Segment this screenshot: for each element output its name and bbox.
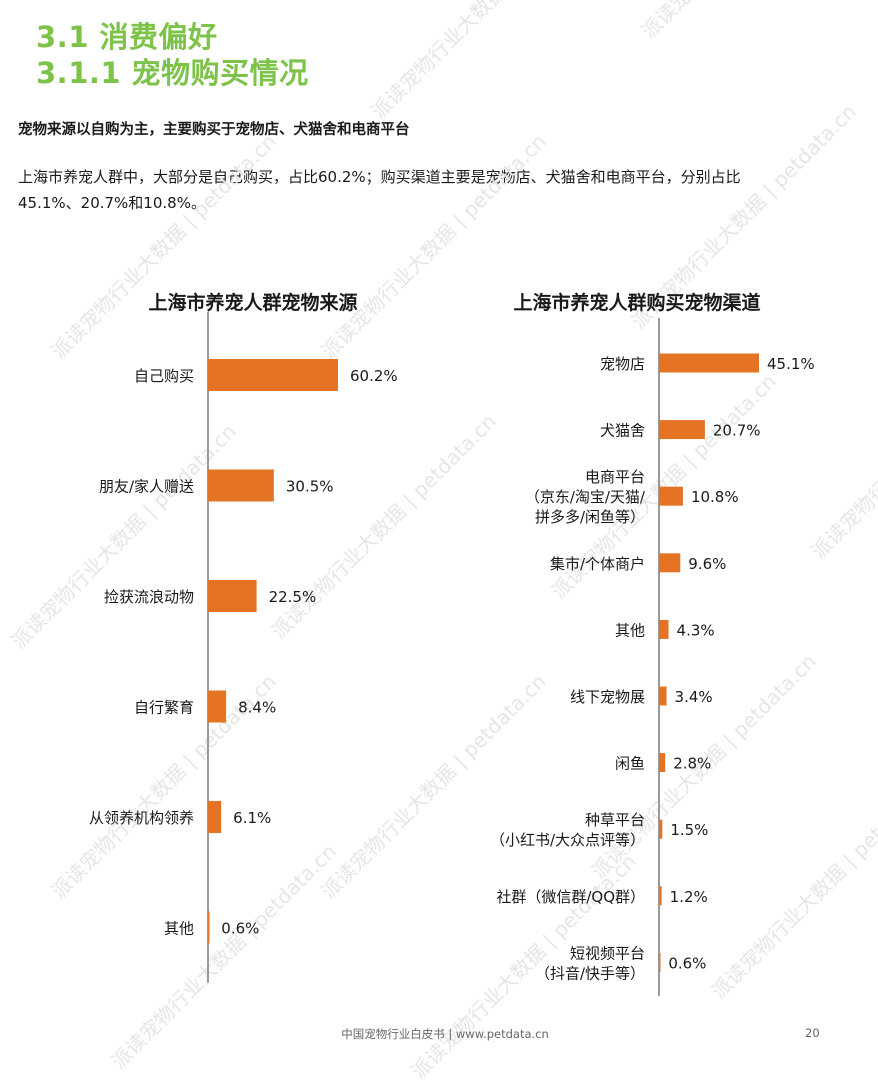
chart-category-label: （抖音/快手等）: [535, 964, 645, 982]
chart-category-label: 自行繁育: [134, 699, 194, 717]
chart-data-label: 9.6%: [688, 555, 726, 573]
chart-category-label: 朋友/家人赠送: [99, 478, 194, 496]
chart-category-label: 其他: [164, 920, 194, 938]
chart-category-label: 从领养机构领养: [89, 809, 194, 827]
chart-data-label: 60.2%: [350, 367, 398, 385]
chart-bar: [208, 469, 274, 502]
chart-data-label: 6.1%: [233, 809, 271, 827]
paragraph-line-2: 45.1%、20.7%和10.8%。: [18, 194, 206, 212]
chart-category-label: 闲鱼: [615, 755, 645, 773]
chart-category-label: 宠物店: [600, 355, 645, 373]
chart-bar: [659, 420, 705, 440]
chart-category-label: 自己购买: [134, 367, 194, 385]
chart-bar: [208, 359, 338, 391]
chart-category-label: 犬猫舍: [600, 422, 645, 440]
chart-data-label: 1.5%: [670, 821, 708, 839]
chart-bar: [208, 690, 227, 723]
chart-category-label: 短视频平台: [570, 944, 645, 962]
chart-bar: [659, 553, 681, 573]
chart-bar: [659, 686, 667, 706]
chart-category-label: 种草平台: [585, 811, 645, 829]
chart-category-label: 电商平台: [585, 468, 645, 486]
chart-data-label: 30.5%: [286, 478, 334, 496]
chart-bar: [659, 819, 663, 839]
chart-category-label: 线下宠物展: [570, 688, 645, 706]
page-number: 20: [805, 1026, 820, 1040]
chart-data-label: 0.6%: [668, 954, 706, 972]
subsection-heading: 3.1.1 宠物购买情况: [36, 56, 309, 90]
chart-bar: [659, 619, 669, 639]
section-heading: 3.1 消费偏好: [36, 20, 218, 54]
chart-data-label: 1.2%: [670, 888, 708, 906]
chart-data-label: 20.7%: [713, 422, 761, 440]
chart-title: 上海市养宠人群宠物来源: [148, 291, 357, 314]
chart-data-label: 0.6%: [221, 920, 259, 938]
chart-category-label: （小红书/大众点评等）: [490, 831, 645, 849]
chart-bar: [659, 753, 666, 773]
chart-data-label: 8.4%: [238, 699, 276, 717]
chart-category-label: 拼多多/闲鱼等）: [535, 508, 645, 526]
chart-data-label: 10.8%: [691, 488, 739, 506]
chart-data-label: 45.1%: [767, 355, 815, 373]
summary-paragraph: 上海市养宠人群中，大部分是自己购买，占比60.2%；购买渠道主要是宠物店、犬猫舍…: [18, 164, 878, 216]
chart-category-label: 捡获流浪动物: [104, 588, 194, 606]
chart-bar: [208, 911, 210, 944]
chart-bar: [659, 486, 683, 506]
paragraph-line-1: 上海市养宠人群中，大部分是自己购买，占比60.2%；购买渠道主要是宠物店、犬猫舍…: [18, 168, 741, 186]
chart-data-label: 2.8%: [673, 755, 711, 773]
chart-category-label: 社群（微信群/QQ群）: [496, 888, 645, 906]
chart-category-label: 其他: [615, 621, 645, 639]
chart-data-label: 4.3%: [677, 621, 715, 639]
chart-bar: [659, 952, 661, 972]
footer-text: 中国宠物行业白皮书 | www.petdata.cn: [341, 1027, 549, 1041]
chart-category-label: 集市/个体商户: [550, 555, 645, 573]
chart-data-label: 22.5%: [269, 588, 317, 606]
chart-bar: [208, 801, 222, 833]
summary-headline: 宠物来源以自购为主，主要购买于宠物店、犬猫舍和电商平台: [18, 122, 410, 138]
chart-title: 上海市养宠人群购买宠物渠道: [513, 291, 760, 314]
chart-data-label: 3.4%: [675, 688, 713, 706]
chart-bar: [208, 580, 257, 612]
chart-bar: [659, 353, 759, 373]
chart-category-label: （京东/淘宝/天猫/: [525, 488, 646, 506]
chart-bar: [659, 886, 662, 906]
